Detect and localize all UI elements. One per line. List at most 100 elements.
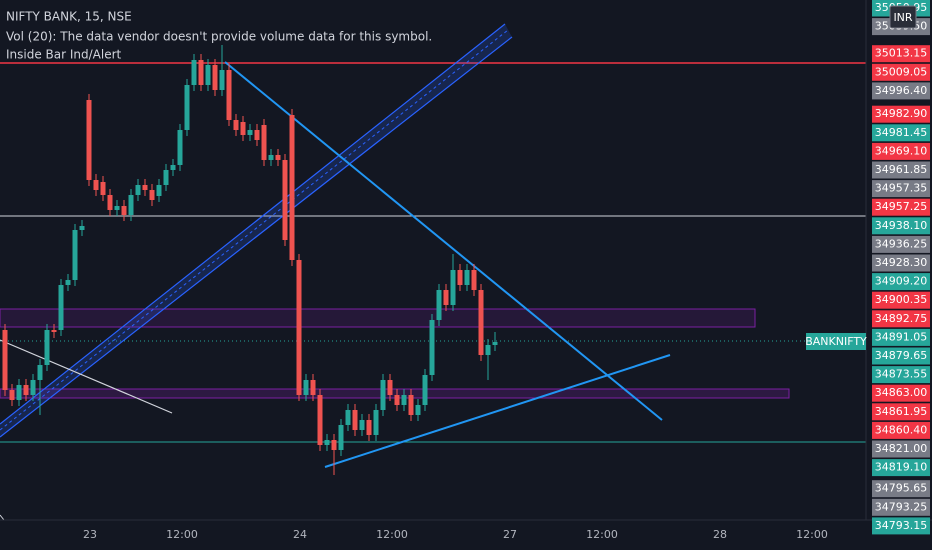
price-label-box <box>872 198 930 216</box>
candle-body <box>219 70 225 90</box>
price-label: 34957.35 <box>875 182 928 195</box>
price-label: 34981.45 <box>875 126 928 139</box>
symbol-title: NIFTY BANK, 15, NSE <box>6 10 132 24</box>
candle-body <box>16 385 22 400</box>
candle-body <box>268 155 274 160</box>
candle-body <box>240 122 246 135</box>
price-label-box <box>872 82 930 100</box>
candle-body <box>261 125 267 160</box>
candle-body <box>142 185 148 190</box>
price-label-box <box>872 366 930 384</box>
candle-body <box>9 390 15 400</box>
price-label: 34795.65 <box>875 482 928 495</box>
price-label: 34900.35 <box>875 293 928 306</box>
price-label: 34928.30 <box>875 256 928 269</box>
trend-line <box>0 514 5 521</box>
candle-body <box>79 226 85 230</box>
candle-body <box>352 410 358 430</box>
price-label: 34860.40 <box>875 423 928 436</box>
candle-body <box>366 420 372 435</box>
candle-body <box>324 440 330 445</box>
trend-line <box>0 339 173 414</box>
candle-body <box>387 380 393 395</box>
candle-body <box>478 290 484 355</box>
candle-body <box>44 330 50 365</box>
channel-edge <box>0 36 513 438</box>
candle-body <box>72 230 78 280</box>
price-label-box <box>872 310 930 328</box>
price-label-box <box>872 403 930 421</box>
x-tick-label: 12:00 <box>796 528 828 541</box>
candle-body <box>359 420 365 430</box>
price-label-box <box>872 161 930 179</box>
price-label-box <box>872 440 930 458</box>
x-tick-label: 12:00 <box>586 528 618 541</box>
candle-body <box>331 440 337 450</box>
x-tick-label: 24 <box>293 528 307 541</box>
candle-body <box>471 270 477 290</box>
candle-body <box>198 60 204 85</box>
candle-body <box>422 375 428 405</box>
candle-body <box>23 385 29 395</box>
drawings <box>0 23 866 521</box>
price-label: 34892.75 <box>875 312 928 325</box>
candle-body <box>296 260 302 395</box>
trend-line <box>324 354 671 468</box>
price-label: 34961.85 <box>875 163 928 176</box>
candle-body <box>289 115 295 260</box>
price-label-box <box>872 384 930 402</box>
price-label: 34969.10 <box>875 144 928 157</box>
candle-body <box>58 285 64 330</box>
price-label-box <box>872 142 930 160</box>
price-label-box <box>872 124 930 142</box>
x-tick-label: 27 <box>503 528 517 541</box>
price-label: 35009.05 <box>875 65 928 78</box>
time-axis: 23 12:00 24 12:00 27 12:00 28 12:00 <box>83 528 828 541</box>
price-label: 34821.00 <box>875 442 928 455</box>
channel-edge <box>0 23 506 425</box>
candle-body <box>233 120 239 130</box>
candle-body <box>30 380 36 395</box>
price-label: 34909.20 <box>875 275 928 288</box>
candle-body <box>2 330 8 390</box>
candle-body <box>51 330 57 332</box>
price-label: 34938.10 <box>875 219 928 232</box>
price-label-box <box>872 421 930 439</box>
price-label: 34863.00 <box>875 386 928 399</box>
price-label-box <box>872 45 930 63</box>
candle-body <box>65 280 71 285</box>
trend-line <box>224 61 663 421</box>
candle-body <box>170 165 176 170</box>
x-tick-label: 28 <box>713 528 727 541</box>
price-label-box <box>872 273 930 291</box>
candle-body <box>93 180 99 190</box>
price-label: 34996.40 <box>875 84 928 97</box>
candle-body <box>394 395 400 405</box>
candle-body <box>128 195 134 215</box>
price-label-box <box>872 347 930 365</box>
candle-body <box>114 206 120 210</box>
candle-body <box>303 380 309 395</box>
candle-body <box>191 60 197 85</box>
price-label-box <box>872 459 930 477</box>
candles <box>2 45 498 475</box>
candle-body <box>450 270 456 305</box>
candle-body <box>345 410 351 425</box>
candle-body <box>156 185 162 196</box>
candle-body <box>485 345 491 355</box>
candle-body <box>163 170 169 185</box>
candle-body <box>380 380 386 410</box>
candle-body <box>254 130 260 140</box>
price-labels: 35050.9535039.5035013.1535009.0534996.40… <box>872 0 930 535</box>
symbol-tag <box>806 333 866 350</box>
price-label-box <box>872 498 930 516</box>
currency-badge[interactable] <box>889 5 917 29</box>
price-label: 34879.65 <box>875 349 928 362</box>
candle-body <box>107 195 113 210</box>
candle-body <box>86 100 92 180</box>
price-label: 34873.55 <box>875 368 928 381</box>
currency: INR <box>893 11 912 24</box>
candle-body <box>310 380 316 395</box>
x-tick-label: 12:00 <box>376 528 408 541</box>
